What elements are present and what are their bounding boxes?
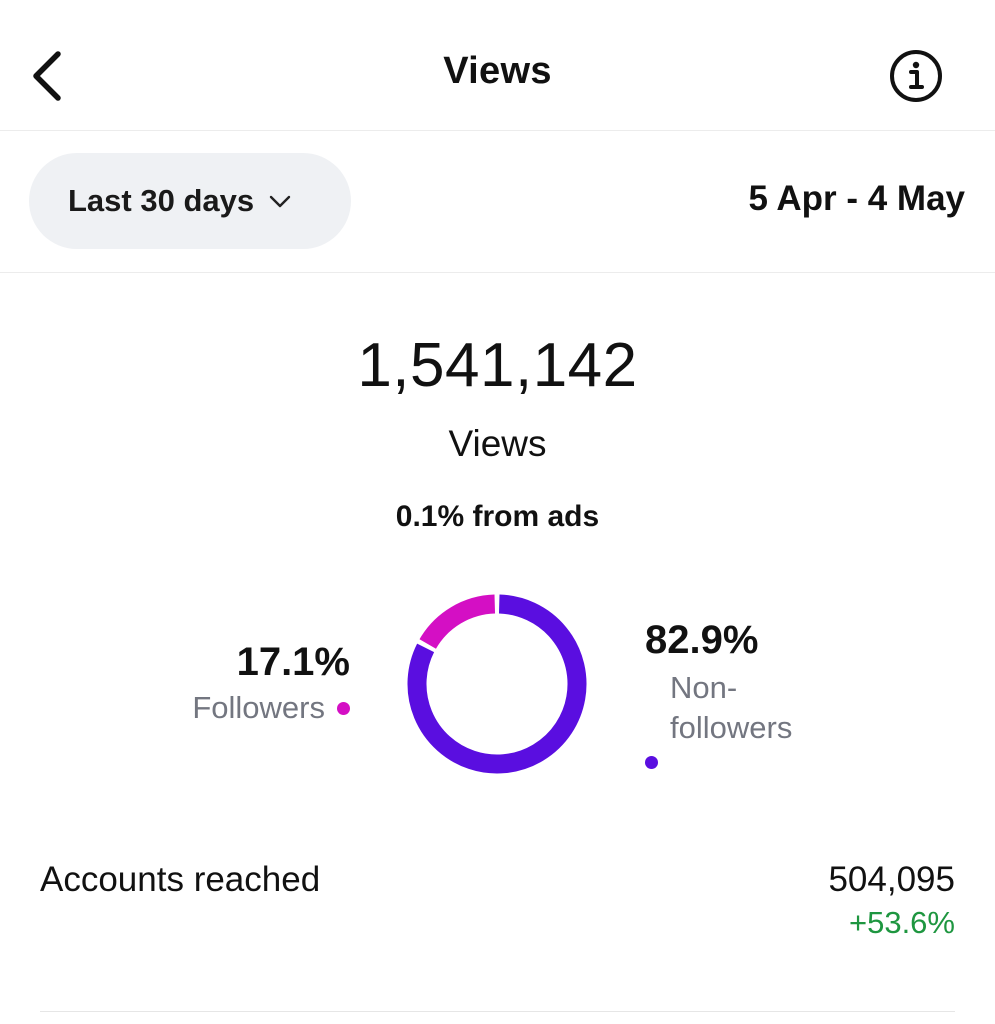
filter-row: Last 30 days 5 Apr - 4 May: [0, 131, 995, 273]
nonfollowers-label: Non- followers: [670, 668, 830, 748]
followers-slice: [419, 594, 496, 650]
page-title: Views: [443, 50, 552, 92]
accounts-reached-value: 504,095: [828, 860, 955, 899]
top-bar: Views: [0, 0, 995, 131]
info-button[interactable]: [886, 50, 946, 110]
nonfollowers-percent: 82.9%: [645, 618, 759, 662]
nonfollowers-slice: [407, 594, 587, 774]
date-range-selector[interactable]: Last 30 days: [29, 153, 351, 249]
followers-label: Followers: [192, 690, 325, 725]
accounts-reached-label: Accounts reached: [40, 860, 321, 899]
chevron-down-icon: [269, 195, 291, 208]
info-icon: [890, 50, 942, 102]
date-range-text: 5 Apr - 4 May: [748, 179, 965, 218]
followers-percent: 17.1%: [236, 640, 350, 684]
ads-share-text: 0.1% from ads: [395, 500, 600, 533]
views-donut-chart: [407, 594, 587, 774]
range-label: Last 30 days: [68, 183, 255, 218]
accounts-reached-change: +53.6%: [848, 905, 955, 940]
nonfollowers-label-line2: followers: [670, 710, 793, 745]
nonfollowers-legend-dot: [645, 756, 658, 769]
total-views-count: 1,541,142: [357, 331, 638, 400]
followers-legend-dot: [337, 701, 350, 715]
back-button[interactable]: [22, 44, 78, 108]
nonfollowers-stat: 82.9% Non- followers: [645, 618, 830, 769]
divider: [40, 1011, 955, 1012]
followers-stat: 17.1% Followers: [192, 640, 350, 728]
nonfollowers-label-line1: Non-: [670, 670, 738, 705]
chevron-left-icon: [33, 51, 61, 101]
views-label: Views: [448, 423, 547, 464]
